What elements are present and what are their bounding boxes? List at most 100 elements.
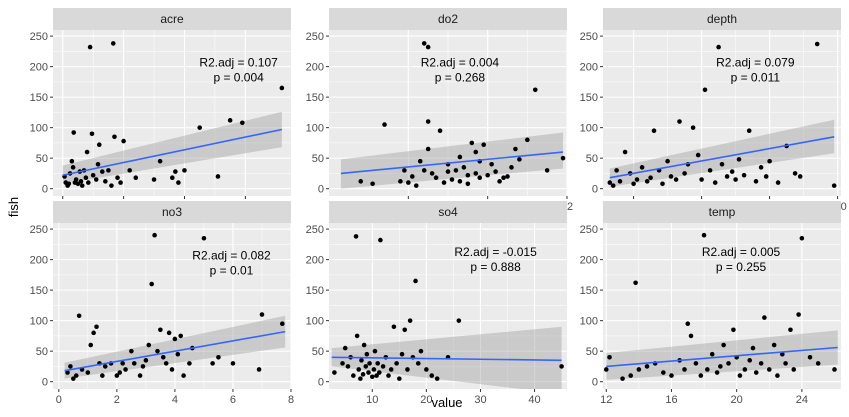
data-point bbox=[216, 354, 221, 360]
data-point bbox=[669, 373, 674, 378]
data-point bbox=[91, 330, 96, 336]
data-point bbox=[181, 373, 186, 378]
data-point bbox=[68, 364, 73, 369]
y-tick-label: 250 bbox=[580, 224, 598, 236]
data-point bbox=[240, 120, 245, 126]
data-point bbox=[714, 370, 720, 375]
data-point bbox=[685, 321, 691, 326]
data-point bbox=[758, 165, 764, 170]
data-point bbox=[469, 140, 475, 146]
data-point bbox=[617, 179, 623, 184]
confidence-band bbox=[606, 330, 838, 380]
data-point bbox=[112, 134, 117, 140]
data-point bbox=[83, 175, 89, 180]
data-point bbox=[175, 351, 181, 357]
p-value-annotation: p = 0.268 bbox=[435, 71, 486, 85]
data-point bbox=[603, 367, 609, 372]
data-point bbox=[648, 175, 653, 180]
data-point bbox=[465, 172, 471, 178]
data-point bbox=[762, 315, 767, 320]
data-point bbox=[701, 232, 707, 238]
regression-line bbox=[331, 356, 562, 362]
data-point bbox=[792, 171, 798, 176]
x-tick-label: 8 bbox=[288, 394, 294, 406]
data-point bbox=[753, 370, 759, 375]
y-tick-label: 50 bbox=[586, 346, 598, 358]
data-point bbox=[109, 183, 114, 188]
y-tick-label: 250 bbox=[30, 224, 48, 236]
data-point bbox=[386, 373, 391, 378]
data-point bbox=[831, 183, 837, 188]
data-point bbox=[378, 237, 383, 243]
data-point bbox=[532, 87, 538, 93]
data-point bbox=[501, 175, 506, 180]
x-tick-label: 6 bbox=[230, 394, 236, 406]
data-point bbox=[807, 354, 813, 360]
regression-line bbox=[62, 128, 283, 177]
data-point bbox=[94, 324, 99, 330]
data-point bbox=[129, 348, 134, 354]
data-point bbox=[453, 168, 459, 173]
data-point bbox=[707, 168, 713, 173]
data-point bbox=[424, 367, 429, 372]
data-point bbox=[634, 177, 640, 182]
data-point bbox=[644, 179, 650, 184]
x-tick-label: 16 bbox=[665, 394, 677, 406]
data-point bbox=[187, 361, 192, 366]
data-point bbox=[133, 175, 139, 180]
data-point bbox=[169, 367, 175, 372]
strip-temp bbox=[603, 201, 841, 223]
data-point bbox=[359, 358, 364, 363]
data-point bbox=[614, 168, 619, 173]
data-point bbox=[70, 165, 76, 170]
data-point bbox=[644, 364, 650, 369]
data-point bbox=[123, 367, 128, 372]
y-tick-label: 50 bbox=[586, 153, 598, 165]
regression-line bbox=[64, 330, 286, 372]
y-tick-label: 250 bbox=[580, 31, 598, 43]
data-point bbox=[170, 175, 175, 180]
data-point bbox=[120, 361, 125, 366]
data-point bbox=[173, 169, 178, 174]
data-point bbox=[788, 327, 793, 333]
y-tick-label: 100 bbox=[30, 316, 48, 328]
data-point bbox=[457, 179, 463, 184]
data-point bbox=[407, 318, 413, 323]
strip-label: do2 bbox=[438, 12, 458, 26]
data-point bbox=[417, 158, 423, 164]
data-point bbox=[406, 180, 411, 185]
x-tick-label: 10 bbox=[366, 394, 378, 406]
data-point bbox=[121, 138, 126, 144]
data-point bbox=[771, 342, 777, 348]
r2-annotation: R2.adj = 0.107 bbox=[199, 56, 278, 70]
data-point bbox=[688, 333, 694, 339]
data-point bbox=[461, 165, 467, 170]
data-point bbox=[87, 44, 93, 50]
data-point bbox=[102, 364, 108, 369]
data-point bbox=[665, 158, 670, 164]
confidence-band bbox=[64, 315, 286, 379]
y-tick-label: 0 bbox=[318, 184, 324, 196]
data-point bbox=[256, 367, 262, 372]
data-point bbox=[95, 161, 101, 167]
data-point bbox=[780, 351, 785, 357]
strip-so4 bbox=[329, 201, 567, 223]
data-point bbox=[473, 171, 479, 176]
data-point bbox=[345, 364, 351, 369]
strip-label: acre bbox=[160, 12, 184, 26]
y-tick-label: 200 bbox=[306, 62, 324, 74]
y-tick-label: 150 bbox=[580, 285, 598, 297]
r2-annotation: R2.adj = 0.079 bbox=[716, 56, 795, 70]
data-point bbox=[525, 137, 530, 143]
data-point bbox=[73, 373, 79, 378]
data-point bbox=[158, 327, 163, 333]
data-point bbox=[425, 44, 431, 50]
data-point bbox=[677, 119, 682, 124]
y-tick-label: 0 bbox=[42, 377, 48, 389]
data-point bbox=[397, 376, 402, 381]
data-point bbox=[215, 174, 221, 179]
data-point bbox=[371, 367, 377, 372]
x-tick-label: 30 bbox=[474, 394, 486, 406]
regression-line bbox=[340, 151, 564, 175]
y-tick-label: 250 bbox=[30, 31, 48, 43]
